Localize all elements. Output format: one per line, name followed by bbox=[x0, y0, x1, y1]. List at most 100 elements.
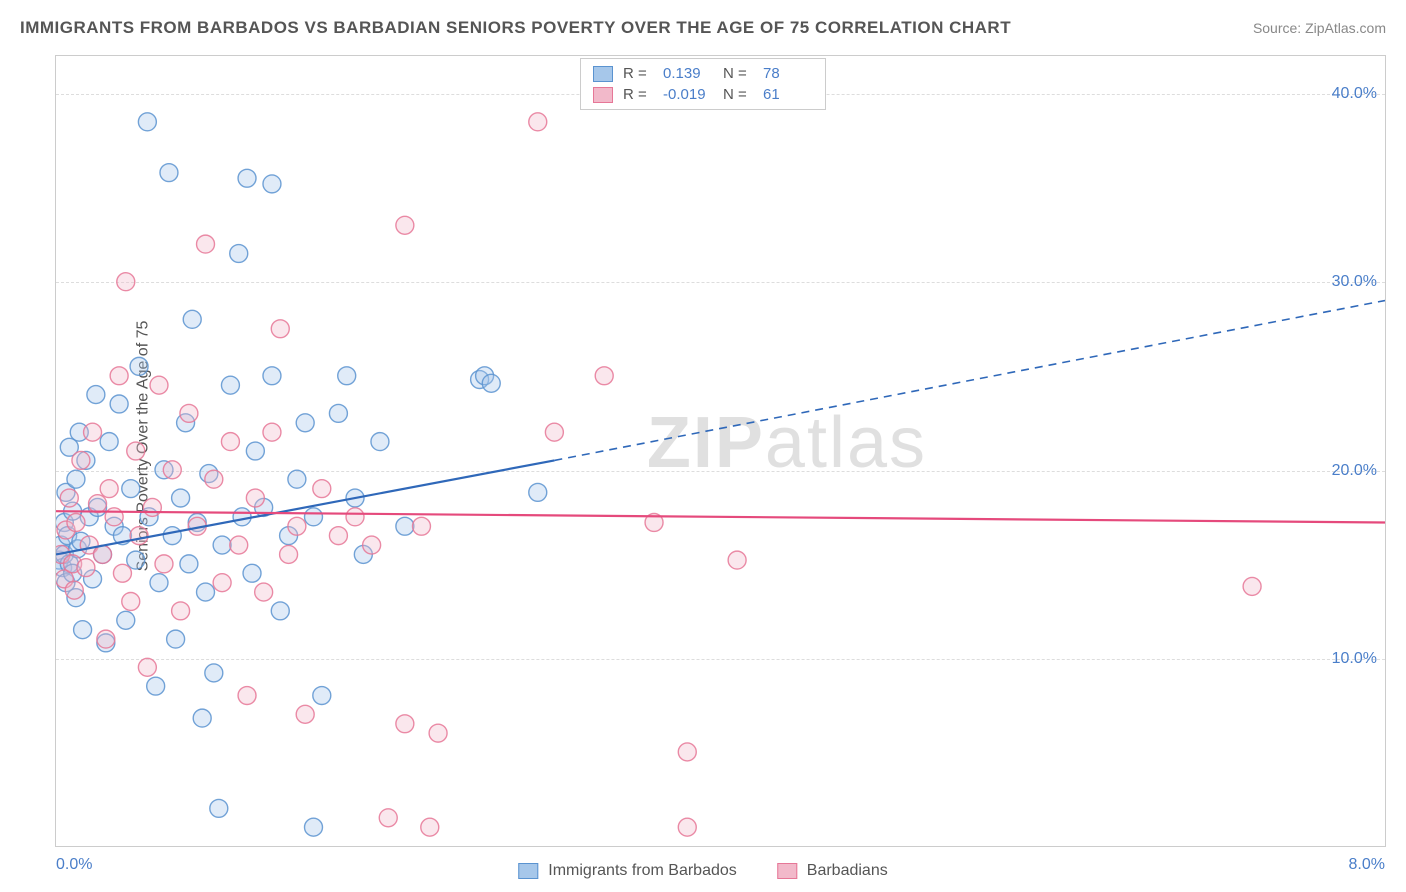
legend-swatch bbox=[593, 66, 613, 82]
trend-line-dashed bbox=[554, 301, 1385, 461]
legend-swatch bbox=[518, 863, 538, 879]
scatter-point bbox=[1243, 577, 1261, 595]
scatter-point bbox=[271, 320, 289, 338]
scatter-point bbox=[172, 489, 190, 507]
scatter-point bbox=[338, 367, 356, 385]
legend-r-label: R = bbox=[623, 86, 653, 103]
scatter-point bbox=[122, 592, 140, 610]
legend-series-item: Immigrants from Barbados bbox=[518, 862, 737, 880]
legend-correlation-row: R =-0.019N =61 bbox=[593, 84, 813, 105]
scatter-point bbox=[280, 545, 298, 563]
scatter-point bbox=[117, 273, 135, 291]
legend-r-label: R = bbox=[623, 65, 653, 82]
scatter-point bbox=[60, 489, 78, 507]
scatter-point bbox=[72, 451, 90, 469]
legend-n-value: 61 bbox=[763, 86, 813, 103]
scatter-point bbox=[77, 559, 95, 577]
legend-n-label: N = bbox=[723, 86, 753, 103]
scatter-point bbox=[172, 602, 190, 620]
scatter-point bbox=[313, 687, 331, 705]
scatter-point bbox=[305, 818, 323, 836]
scatter-point bbox=[150, 376, 168, 394]
scatter-point bbox=[678, 743, 696, 761]
x-tick-label-left: 0.0% bbox=[56, 856, 92, 874]
scatter-point bbox=[97, 630, 115, 648]
scatter-point bbox=[482, 374, 500, 392]
scatter-point bbox=[163, 527, 181, 545]
scatter-point bbox=[296, 414, 314, 432]
scatter-point bbox=[233, 508, 251, 526]
scatter-point bbox=[147, 677, 165, 695]
scatter-point bbox=[678, 818, 696, 836]
scatter-point bbox=[288, 470, 306, 488]
scatter-point bbox=[346, 508, 364, 526]
scatter-point bbox=[94, 545, 112, 563]
legend-n-value: 78 bbox=[763, 65, 813, 82]
scatter-point bbox=[160, 164, 178, 182]
scatter-point bbox=[263, 367, 281, 385]
chart-title: IMMIGRANTS FROM BARBADOS VS BARBADIAN SE… bbox=[20, 18, 1011, 38]
legend-swatch bbox=[593, 87, 613, 103]
scatter-point bbox=[180, 555, 198, 573]
scatter-point bbox=[143, 498, 161, 516]
legend-series-label: Immigrants from Barbados bbox=[548, 862, 737, 880]
scatter-point bbox=[243, 564, 261, 582]
scatter-point bbox=[396, 216, 414, 234]
legend-correlation: R =0.139N =78R =-0.019N =61 bbox=[580, 58, 826, 110]
scatter-point bbox=[183, 310, 201, 328]
legend-r-value: 0.139 bbox=[663, 65, 713, 82]
scatter-point bbox=[305, 508, 323, 526]
scatter-point bbox=[127, 551, 145, 569]
scatter-point bbox=[246, 489, 264, 507]
scatter-point bbox=[197, 583, 215, 601]
scatter-point bbox=[89, 495, 107, 513]
x-tick-label-right: 8.0% bbox=[1349, 856, 1385, 874]
scatter-point bbox=[155, 555, 173, 573]
scatter-point bbox=[529, 483, 547, 501]
scatter-point bbox=[313, 480, 331, 498]
scatter-point bbox=[87, 386, 105, 404]
scatter-point bbox=[263, 423, 281, 441]
scatter-point bbox=[167, 630, 185, 648]
scatter-point bbox=[130, 357, 148, 375]
scatter-point bbox=[110, 395, 128, 413]
scatter-point bbox=[329, 404, 347, 422]
scatter-point bbox=[84, 423, 102, 441]
scatter-point bbox=[329, 527, 347, 545]
scatter-point bbox=[221, 376, 239, 394]
scatter-point bbox=[180, 404, 198, 422]
scatter-point bbox=[246, 442, 264, 460]
scatter-point bbox=[379, 809, 397, 827]
scatter-point bbox=[230, 245, 248, 263]
chart-plot-area: ZIPatlas 10.0%20.0%30.0%40.0%0.0%8.0% bbox=[55, 55, 1386, 847]
legend-series-item: Barbadians bbox=[777, 862, 888, 880]
scatter-point bbox=[67, 513, 85, 531]
scatter-svg bbox=[56, 56, 1385, 846]
scatter-point bbox=[122, 480, 140, 498]
scatter-point bbox=[117, 611, 135, 629]
scatter-point bbox=[100, 480, 118, 498]
scatter-point bbox=[429, 724, 447, 742]
scatter-point bbox=[197, 235, 215, 253]
scatter-point bbox=[728, 551, 746, 569]
chart-header: IMMIGRANTS FROM BARBADOS VS BARBADIAN SE… bbox=[20, 18, 1386, 38]
scatter-point bbox=[230, 536, 248, 554]
scatter-point bbox=[213, 536, 231, 554]
scatter-point bbox=[412, 517, 430, 535]
legend-series-label: Barbadians bbox=[807, 862, 888, 880]
scatter-point bbox=[65, 581, 83, 599]
scatter-point bbox=[67, 470, 85, 488]
legend-series: Immigrants from Barbados Barbadians bbox=[518, 862, 887, 880]
scatter-point bbox=[595, 367, 613, 385]
scatter-point bbox=[421, 818, 439, 836]
scatter-point bbox=[221, 433, 239, 451]
scatter-point bbox=[113, 564, 131, 582]
scatter-point bbox=[396, 517, 414, 535]
scatter-point bbox=[238, 687, 256, 705]
scatter-point bbox=[213, 574, 231, 592]
scatter-point bbox=[363, 536, 381, 554]
chart-source: Source: ZipAtlas.com bbox=[1253, 20, 1386, 36]
scatter-point bbox=[263, 175, 281, 193]
scatter-point bbox=[255, 583, 273, 601]
scatter-point bbox=[371, 433, 389, 451]
